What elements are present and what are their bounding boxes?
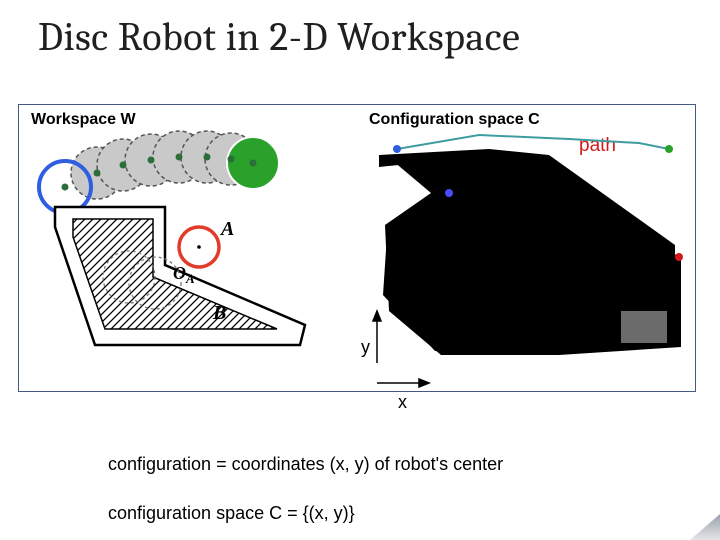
caption-line-2: configuration space C = {(x, y)} — [108, 503, 355, 523]
cspace-path — [397, 135, 669, 149]
page-title: Disc Robot in 2-D Workspace — [38, 14, 520, 60]
point-mid — [445, 189, 453, 197]
workspace-diagram: A OA B — [25, 127, 325, 367]
point-edge — [675, 253, 683, 261]
y-axis-label: y — [361, 337, 370, 358]
cspace-diagram — [359, 115, 697, 401]
caption: configuration = coordinates (x, y) of ro… — [108, 428, 525, 540]
caption-line-1: configuration = coordinates (x, y) of ro… — [108, 454, 503, 474]
diagram-frame: Workspace W Configuration space C path — [18, 104, 696, 392]
point-goal — [665, 145, 673, 153]
slide: Disc Robot in 2-D Workspace Workspace W … — [0, 0, 720, 540]
label-b: B — [212, 302, 226, 324]
point-start — [393, 145, 401, 153]
x-axis-label: x — [398, 392, 407, 413]
cspace-cutout — [621, 311, 667, 343]
label-a: A — [219, 218, 234, 240]
corner-accent — [690, 514, 720, 540]
